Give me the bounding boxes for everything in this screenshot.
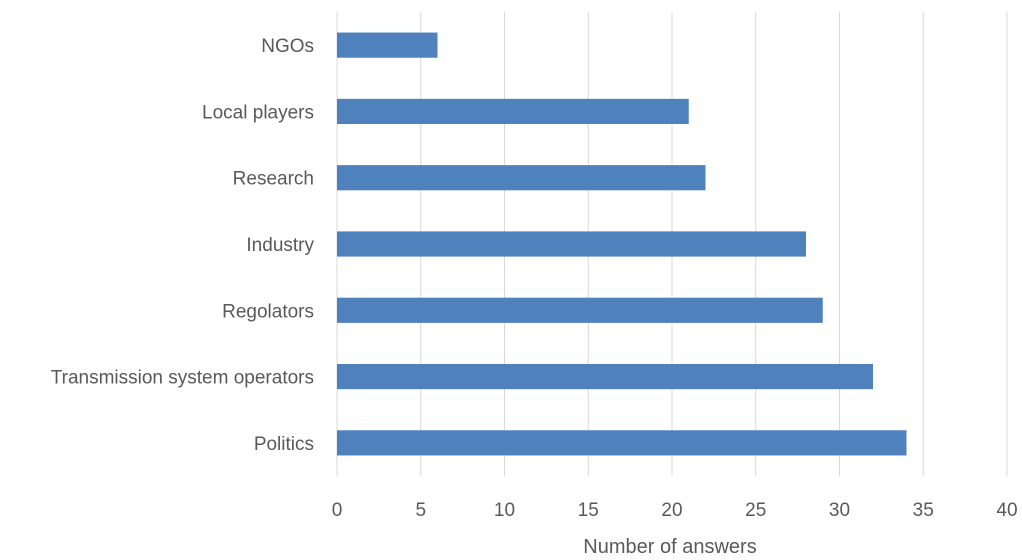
- x-tick-label: 10: [494, 500, 515, 521]
- bar: [337, 363, 873, 390]
- category-label: Regolators: [222, 301, 314, 322]
- x-tick-label: 30: [829, 500, 850, 521]
- category-label: Politics: [254, 434, 314, 455]
- x-tick-label: 5: [415, 500, 426, 521]
- x-axis-title: Number of answers: [583, 536, 756, 558]
- x-tick-label: 0: [332, 500, 343, 521]
- bar: [337, 165, 706, 191]
- x-tick-label: 20: [661, 500, 682, 521]
- category-label: Research: [233, 169, 314, 190]
- category-label: Local players: [202, 102, 314, 123]
- bar: [337, 98, 689, 125]
- bar: [337, 32, 438, 58]
- bar: [337, 231, 806, 257]
- category-label: NGOs: [261, 36, 314, 57]
- x-tick-label: 25: [745, 500, 766, 521]
- bar: [337, 297, 823, 323]
- x-tick-label: 40: [996, 500, 1017, 521]
- category-labels: NGOs Local players Research Industry Regolat…: [51, 36, 315, 455]
- x-tick-labels: 0 5 10 15 20 25 30 35 40: [332, 500, 1018, 521]
- category-label: Transmission system operators: [51, 368, 314, 389]
- x-tick-label: 15: [578, 500, 599, 521]
- category-label: Industry: [246, 235, 314, 256]
- bars: [337, 32, 907, 456]
- bar: [337, 430, 907, 456]
- x-tick-label: 35: [913, 500, 934, 521]
